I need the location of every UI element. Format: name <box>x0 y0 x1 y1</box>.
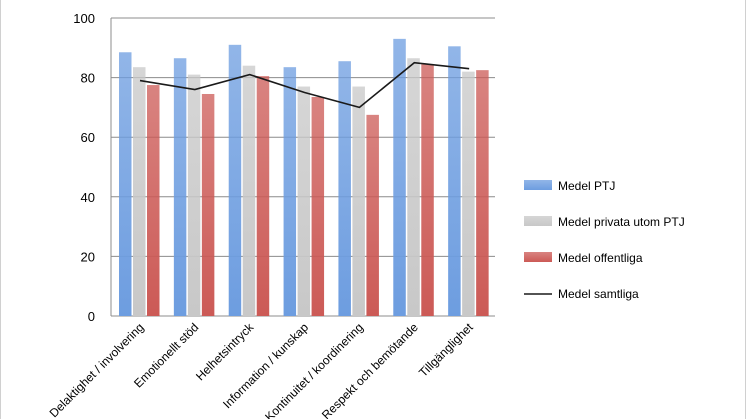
y-tick-label: 40 <box>81 190 95 205</box>
x-tick-label-tillganglighet: Tillgänglighet <box>416 320 476 380</box>
line-medel-samtliga <box>139 61 470 109</box>
bar-medel-privata-utom-ptj-kontinuitet-koordinering <box>352 86 365 316</box>
bar-medel-offentliga-emotionellt-stod <box>201 93 215 317</box>
x-tick-label-kontinuitet-koordinering: Kontinuitet / koordinering <box>262 320 366 419</box>
legend-label-medel-ptj: Medel PTJ <box>558 179 615 193</box>
bar-medel-ptj-emotionellt-stod <box>173 58 187 316</box>
y-tick-label: 100 <box>73 11 95 26</box>
legend-label-medel-offentliga: Medel offentliga <box>558 251 643 265</box>
bar-medel-ptj-helhetsintryck <box>228 44 242 316</box>
legend-label-medel-samtliga: Medel samtliga <box>558 287 639 301</box>
y-tick-label: 80 <box>81 71 95 86</box>
y-tick-label: 60 <box>81 130 95 145</box>
bar-medel-ptj-delaktighet-involvering <box>119 52 132 317</box>
bar-medel-privata-utom-ptj-delaktighet-involvering <box>133 67 146 316</box>
legend-swatch-medel-privata-utom-ptj <box>524 216 552 226</box>
bar-medel-ptj-kontinuitet-koordinering <box>338 61 351 317</box>
bar-medel-privata-utom-ptj-tillganglighet <box>462 71 475 316</box>
bar-medel-privata-utom-ptj-helhetsintryck <box>242 65 256 317</box>
bar-medel-ptj-respekt-och-bemotande <box>393 38 406 317</box>
bar-medel-offentliga-delaktighet-involvering <box>147 85 160 316</box>
bar-medel-offentliga-kontinuitet-koordinering <box>366 114 379 316</box>
bar-medel-offentliga-information-kunskap <box>311 96 325 316</box>
y-axis-ticks: 0 20 40 60 80 100 <box>73 11 95 324</box>
bar-medel-offentliga-respekt-och-bemotande <box>421 64 434 316</box>
bar-medel-privata-utom-ptj-respekt-och-bemotande <box>407 58 420 316</box>
average-line <box>139 61 470 109</box>
bar-medel-privata-utom-ptj-emotionellt-stod <box>187 74 201 317</box>
bar-medel-offentliga-helhetsintryck <box>256 76 270 316</box>
legend-swatch-medel-offentliga <box>524 252 552 262</box>
bar-medel-offentliga-tillganglighet <box>476 70 489 317</box>
bar-medel-ptj-information-kunskap <box>283 67 297 316</box>
bar-medel-ptj-tillganglighet <box>448 46 461 317</box>
bars <box>119 38 489 317</box>
y-tick-label: 0 <box>88 309 95 324</box>
legend-label-medel-privata-utom-ptj: Medel privata utom PTJ <box>558 215 685 229</box>
bar-medel-privata-utom-ptj-information-kunskap <box>297 86 311 316</box>
legend: Medel PTJ Medel privata utom PTJ Medel off… <box>524 179 685 301</box>
x-tick-label-respekt-och-bemotande: Respekt och bemötande <box>319 320 421 419</box>
legend-swatch-medel-ptj <box>524 180 552 190</box>
y-tick-label: 20 <box>81 249 95 264</box>
x-tick-label-delaktighet-involvering: Delaktighet / involvering <box>47 320 147 419</box>
